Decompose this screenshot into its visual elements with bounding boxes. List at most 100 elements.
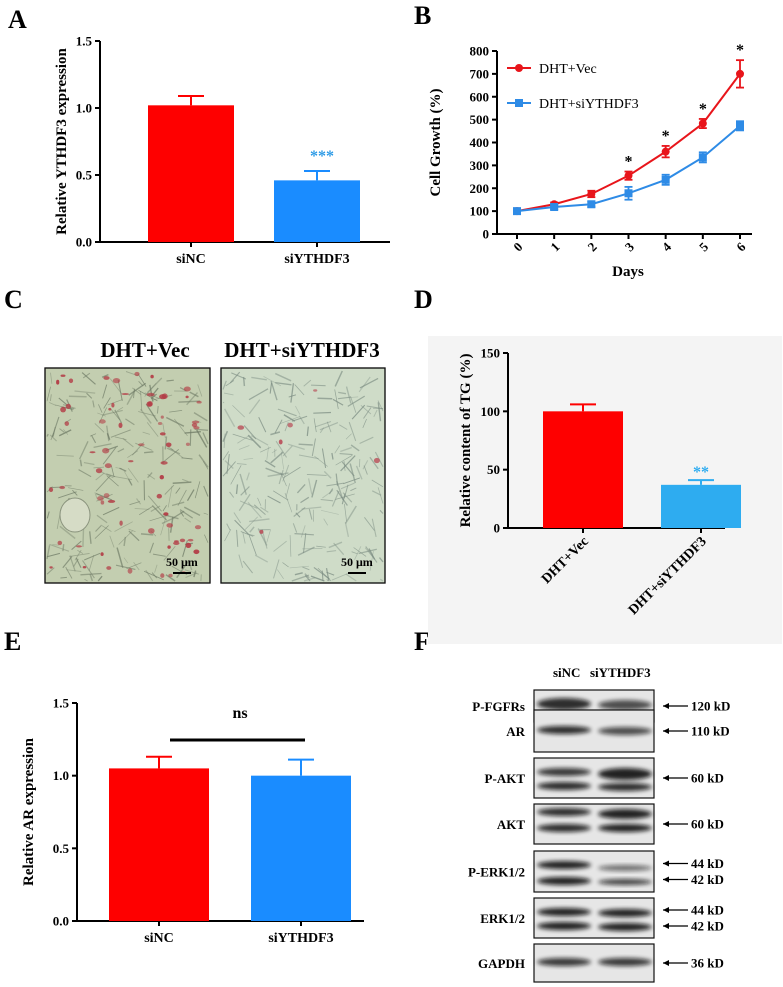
cell-fiber (277, 408, 297, 417)
cell-fiber (253, 504, 266, 516)
kd-arrow-head (663, 876, 669, 883)
cell-fiber (345, 386, 352, 404)
scale-bar-left-label: 50 μm (166, 555, 198, 569)
blot-band (598, 783, 652, 791)
cell-fiber (140, 408, 152, 424)
cell-fiber (174, 418, 188, 437)
legend-marker-dht-siythdf3 (515, 99, 523, 107)
cell-fiber (377, 402, 382, 422)
cell-fiber (343, 477, 361, 485)
cell-fiber (291, 415, 308, 422)
lipid-droplet (103, 493, 110, 498)
lipid-droplet (60, 406, 66, 413)
data-point-dht-siythdf3 (513, 207, 521, 216)
lipid-droplet (57, 540, 63, 546)
lipid-droplet (150, 374, 154, 379)
cell-fiber (145, 569, 154, 582)
y-tick-label: 500 (470, 112, 490, 127)
cell-fiber (248, 388, 269, 401)
y-tick-label: 0.0 (76, 235, 92, 250)
cell-fiber (147, 473, 156, 480)
lipid-droplet (194, 525, 202, 530)
cell-fiber (123, 557, 129, 564)
cell-fiber (333, 542, 345, 556)
cell-fiber (146, 422, 159, 437)
cell-fiber (285, 483, 291, 498)
cell-fiber (239, 500, 258, 509)
cell-fiber (347, 395, 366, 407)
bar-sinc (148, 105, 234, 242)
cell-fiber (272, 490, 289, 501)
cell-fiber (134, 508, 150, 510)
cell-fiber (111, 465, 115, 476)
cell-fiber (244, 516, 258, 530)
cell-fiber (275, 381, 292, 386)
cell-fiber (161, 448, 180, 464)
lipid-droplet (118, 422, 123, 428)
cell-fiber (320, 509, 339, 515)
cell-fiber (351, 404, 366, 420)
blot-band (598, 768, 652, 780)
y-tick-label: 1.5 (76, 34, 93, 49)
cell-fiber (197, 384, 203, 397)
cell-fiber (97, 575, 103, 582)
cell-fiber (315, 421, 332, 428)
cell-fiber (182, 540, 188, 557)
micrograph-frame (220, 367, 386, 584)
cell-fiber (78, 441, 89, 460)
cell-fiber (149, 542, 155, 554)
x-tick-label: 5 (696, 239, 712, 255)
blot-band (598, 909, 652, 917)
cell-fiber (249, 526, 255, 533)
lipid-droplet (159, 394, 167, 400)
cell-fiber (232, 405, 245, 418)
micrograph-dht-siythdf3 (220, 367, 386, 584)
cell-fiber (238, 445, 250, 450)
cell-fiber (328, 488, 334, 495)
y-tick-label: 100 (481, 404, 501, 419)
cell-fiber (350, 396, 357, 413)
cell-fiber (118, 530, 133, 545)
cell-fiber (379, 509, 384, 514)
cell-fiber (84, 552, 101, 561)
cell-fiber (226, 523, 231, 531)
lipid-droplet (183, 386, 191, 392)
cell-fiber (310, 384, 326, 387)
cell-fiber (82, 372, 91, 379)
cell-fiber (257, 497, 262, 506)
cell-fiber (89, 573, 94, 582)
lipid-droplet (165, 442, 172, 448)
cell-fiber (142, 431, 151, 435)
lipid-droplet (100, 552, 104, 556)
lipid-droplet (127, 568, 133, 574)
y-axis-title: Cell Growth (%) (428, 88, 444, 196)
cell-fiber (59, 428, 65, 433)
cell-fiber (310, 575, 325, 582)
kd-label: 42 kD (691, 919, 724, 934)
cell-fiber (234, 519, 249, 535)
chart-b: 0 100 200 300 400 500 600 700 800 0 1 2 3 4 5 6 Days Cell… (428, 42, 752, 280)
cell-fiber (151, 505, 167, 521)
x-tick-label: 4 (659, 239, 675, 255)
cell-fiber (242, 532, 246, 544)
cell-fiber (175, 487, 181, 494)
cell-fiber (336, 489, 348, 506)
cell-fiber (46, 386, 51, 402)
cell-fiber (68, 395, 87, 398)
y-tick-label: 800 (470, 44, 490, 59)
lipid-droplet (146, 392, 155, 397)
cell-fiber (334, 389, 339, 410)
blot-label-p-akt: P-AKT (485, 771, 526, 786)
cell-fiber (136, 498, 142, 505)
cell-fiber (320, 498, 334, 502)
cell-fiber (185, 572, 198, 579)
lipid-droplet (259, 529, 264, 534)
bar-dht-vec (543, 411, 623, 528)
blot-box-erk1-2 (533, 897, 655, 939)
cell-fiber (125, 418, 135, 426)
data-point-dht-vec (624, 171, 633, 180)
cell-fiber (267, 472, 289, 478)
lipid-droplet (156, 493, 162, 499)
cell-fiber (339, 453, 353, 456)
cell-fiber (106, 432, 111, 441)
